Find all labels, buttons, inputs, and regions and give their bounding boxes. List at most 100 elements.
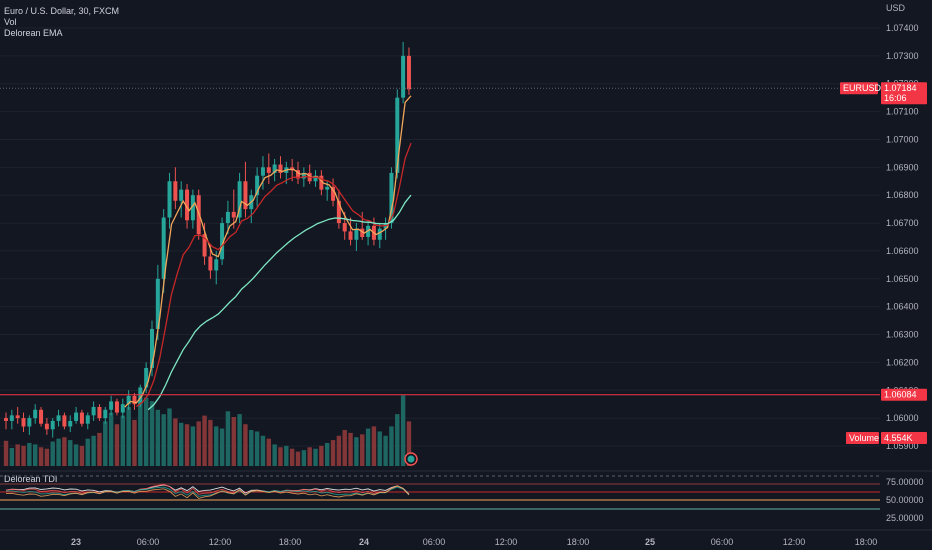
candle-body (161, 217, 166, 279)
y-tick-label: 1.06200 (886, 357, 919, 367)
y-tick-label: 1.06800 (886, 190, 919, 200)
volume-value-tag (881, 432, 927, 444)
candle-body (331, 186, 336, 201)
volume-bar (219, 428, 225, 466)
volume-bar (395, 414, 400, 466)
x-tick-label: 12:00 (783, 537, 806, 547)
volume-bar (132, 419, 137, 466)
volume-bar (143, 397, 149, 466)
volume-bar (103, 421, 108, 466)
candle-body (132, 395, 137, 405)
volume-bar (325, 442, 330, 466)
price-tag-value: 1.07184 (884, 83, 917, 93)
volume-bar (138, 402, 143, 466)
chart-title: Euro / U.S. Dollar, 30, FXCM (4, 6, 120, 16)
candle-body (27, 418, 32, 427)
candle-body (266, 167, 271, 173)
candle-body (243, 181, 248, 210)
y-tick-label: 1.06900 (886, 162, 919, 172)
ema-mid-line (136, 142, 412, 408)
candle-body (190, 195, 195, 221)
volume-bar (85, 438, 90, 466)
candle-body (4, 418, 8, 421)
volume-bar (330, 440, 336, 466)
alert-marker-dot (407, 455, 415, 463)
candle-body (138, 387, 143, 405)
volume-bar (68, 440, 73, 466)
y-tick-label: 1.05900 (886, 441, 919, 451)
candle-body (144, 367, 149, 388)
volume-bar (360, 434, 365, 466)
ema-legend[interactable]: Delorean EMA (4, 28, 63, 38)
tdi-oscillator-line (5, 484, 410, 495)
volume-bar (161, 414, 166, 466)
candle-body (109, 401, 114, 410)
volume-bar (120, 415, 125, 466)
volume-bar (27, 442, 32, 466)
x-tick-label: 25 (645, 537, 655, 547)
candle-body (389, 172, 394, 224)
y-tick-label: 1.06600 (886, 246, 919, 256)
tdi-legend[interactable]: Delorean TDI (4, 474, 58, 484)
candle-body (85, 415, 90, 424)
volume-bar (406, 421, 412, 466)
volume-bar (354, 437, 359, 466)
volume-bar (190, 426, 196, 466)
candle-body (179, 189, 184, 201)
candle-body (97, 406, 102, 419)
candle-body (114, 401, 119, 413)
candle-body (354, 228, 359, 240)
volume-bar (114, 424, 120, 466)
volume-bar (108, 412, 114, 466)
price-tag[interactable] (881, 82, 927, 105)
volume-bar (225, 411, 231, 466)
candle-body (44, 423, 49, 430)
level-tag[interactable] (881, 388, 927, 401)
candle-body (79, 412, 84, 424)
volume-bar (38, 447, 44, 466)
volume-bar (44, 448, 50, 466)
volume-tag-label: Volume (849, 433, 879, 443)
tdi-tick-label: 75.00000 (886, 477, 924, 487)
volume-bar (33, 444, 38, 466)
volume-bar (342, 430, 347, 466)
volume-bar (79, 445, 85, 466)
price-tag-countdown: 16:06 (884, 93, 907, 103)
candle-body (348, 231, 353, 240)
tdi-tick-label: 25.00000 (886, 513, 924, 523)
ema-fast-line (124, 95, 412, 408)
volume-bar (389, 426, 394, 466)
y-tick-label: 1.07300 (886, 51, 919, 61)
candle-body (272, 164, 277, 173)
candle-body (173, 181, 178, 201)
volume-bar (173, 418, 178, 466)
candle-body (336, 200, 341, 224)
candle-body (150, 328, 154, 368)
y-tick-label: 1.06300 (886, 330, 919, 340)
candle-body (91, 406, 96, 416)
volume-bar (348, 432, 353, 466)
volume-bar (365, 428, 371, 466)
volume-tag-value: 4.554K (884, 433, 913, 443)
candle-body (237, 181, 242, 218)
volume-bar (260, 435, 266, 466)
candle-body (260, 167, 265, 176)
volume-bar (149, 401, 155, 466)
y-tick-label: 1.06000 (886, 413, 919, 423)
x-tick-label: 23 (71, 537, 81, 547)
tdi-oscillator-line (5, 485, 410, 499)
candle-body (9, 415, 14, 421)
volume-bar (97, 432, 102, 466)
candle-body (21, 418, 26, 427)
y-tick-label: 1.07400 (886, 23, 919, 33)
x-tick-label: 18:00 (567, 537, 590, 547)
volume-legend[interactable]: Vol (4, 17, 17, 27)
y-tick-label: 1.06700 (886, 218, 919, 228)
candle-body (301, 172, 306, 179)
candle-body (155, 278, 160, 329)
y-tick-label: 1.06500 (886, 274, 919, 284)
volume-bar (184, 424, 190, 466)
candle-body (74, 412, 79, 421)
candle-body (406, 55, 411, 90)
